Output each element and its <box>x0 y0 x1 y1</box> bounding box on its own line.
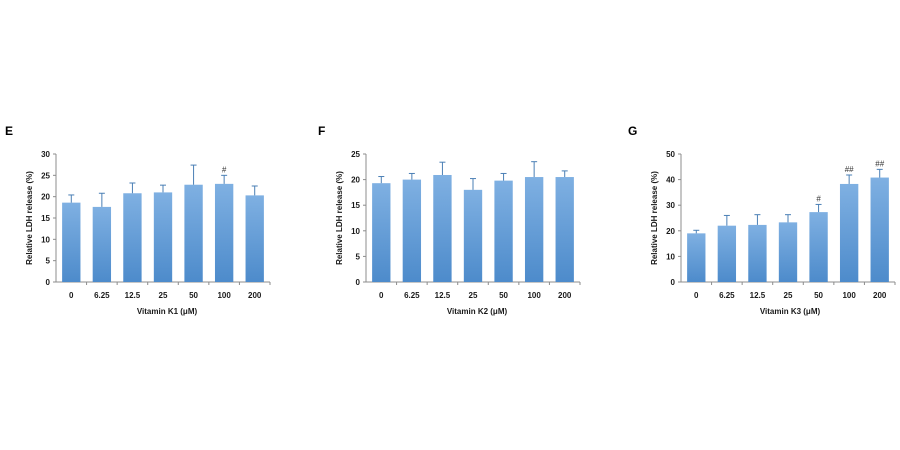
chart-panel-e: E 0 5 10 15 20 25 30 0 6.25 12.5 25 50 #100 200 Vitamin… <box>5 124 271 316</box>
bar-25 <box>153 192 173 282</box>
bar-100 <box>214 183 234 282</box>
bar-50 <box>184 184 203 282</box>
x-tick-label: 12.5 <box>750 291 766 300</box>
y-tick-label: 30 <box>41 150 50 159</box>
y-tick-label: 15 <box>351 201 360 210</box>
y-tick-label: 20 <box>666 227 675 236</box>
y-tick-label: 15 <box>41 214 50 223</box>
bar-6.25 <box>717 225 737 282</box>
x-tick-label: 50 <box>814 291 823 300</box>
bar-12.5 <box>433 174 452 282</box>
chart-panel-g: G 0 10 20 30 40 50 0 6.25 12.5 25 #50 ## 100 ## 200 Vita… <box>628 124 896 316</box>
y-tick-label: 10 <box>351 227 360 236</box>
bar-200 <box>555 177 574 282</box>
y-tick-label: 25 <box>351 150 360 159</box>
x-tick-label: 100 <box>842 291 856 300</box>
x-tick-label: 200 <box>873 291 887 300</box>
x-tick-label: 200 <box>558 291 572 300</box>
x-tick-label: 12.5 <box>435 291 451 300</box>
y-tick-label: 25 <box>41 171 50 180</box>
panel-letter: F <box>318 124 325 138</box>
x-tick-label: 200 <box>248 291 262 300</box>
x-tick-label: 0 <box>694 291 699 300</box>
panel-letter: E <box>5 124 13 138</box>
y-tick-label: 10 <box>41 235 50 244</box>
bar-12.5 <box>748 224 767 282</box>
bar-100 <box>524 177 544 282</box>
x-tick-label: 0 <box>379 291 384 300</box>
bar-0 <box>687 233 706 282</box>
x-tick-label: 25 <box>159 291 168 300</box>
bar-50 <box>809 212 828 282</box>
bar-6.25 <box>402 179 422 282</box>
bar-0 <box>62 202 81 282</box>
x-tick-label: 50 <box>189 291 198 300</box>
y-tick-label: 20 <box>41 193 50 202</box>
panel-letter: G <box>628 124 637 138</box>
x-tick-label: 6.25 <box>404 291 420 300</box>
x-tick-label: 50 <box>499 291 508 300</box>
x-tick-label: 6.25 <box>719 291 735 300</box>
x-tick-label: 100 <box>217 291 231 300</box>
x-axis-title: Vitamin K3 (μM) <box>760 307 821 316</box>
y-tick-label: 5 <box>356 252 361 261</box>
bar-200 <box>245 195 264 282</box>
y-tick-label: 0 <box>671 278 676 287</box>
bar-200 <box>870 177 889 282</box>
y-axis-title: Relative LDH release (%) <box>650 171 659 265</box>
bar-25 <box>778 222 798 282</box>
y-tick-label: 0 <box>46 278 51 287</box>
significance-mark: ## <box>875 159 884 168</box>
y-axis-title: Relative LDH release (%) <box>25 171 34 265</box>
significance-mark: # <box>816 194 821 203</box>
y-tick-label: 40 <box>666 176 675 185</box>
y-tick-label: 20 <box>351 176 360 185</box>
x-tick-label: 25 <box>469 291 478 300</box>
bar-25 <box>463 189 483 282</box>
y-tick-label: 5 <box>46 257 51 266</box>
y-tick-label: 10 <box>666 252 675 261</box>
bar-0 <box>372 183 391 282</box>
x-axis-title: Vitamin K2 (μM) <box>447 307 508 316</box>
x-axis-title: Vitamin K1 (μM) <box>137 307 198 316</box>
significance-mark: ## <box>845 165 854 174</box>
bar-6.25 <box>92 206 112 282</box>
y-tick-label: 30 <box>666 201 675 210</box>
x-tick-label: 0 <box>69 291 74 300</box>
bar-100 <box>839 183 859 282</box>
x-tick-label: 100 <box>527 291 541 300</box>
bar-50 <box>494 180 513 282</box>
x-tick-label: 25 <box>784 291 793 300</box>
y-axis-title: Relative LDH release (%) <box>335 171 344 265</box>
chart-panel-f: F 0 5 10 15 20 25 0 6.25 12.5 25 50 100 200 Vitamin K2… <box>318 124 581 316</box>
x-tick-label: 6.25 <box>94 291 110 300</box>
significance-mark: # <box>222 165 227 174</box>
bar-12.5 <box>123 193 142 282</box>
x-tick-label: 12.5 <box>125 291 141 300</box>
y-tick-label: 0 <box>356 278 361 287</box>
y-tick-label: 50 <box>666 150 675 159</box>
